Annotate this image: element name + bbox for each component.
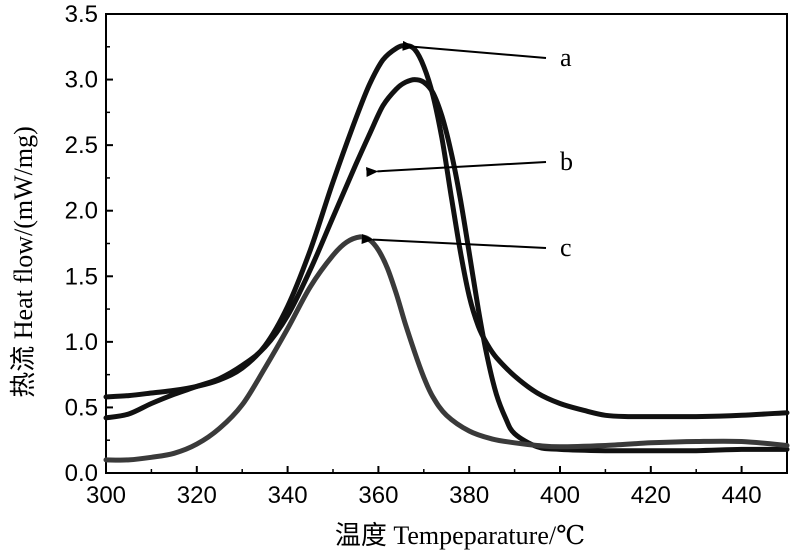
y-tick-label-1: 0.5 [65, 394, 98, 421]
x-axis-title: 温度 Tempeparature/℃ [335, 521, 585, 550]
annotation-arrow-a [402, 40, 547, 59]
x-tick-label-1: 320 [177, 482, 217, 509]
y-tick-label-6: 3.0 [65, 67, 98, 94]
annotations-layer: a b c [361, 40, 573, 262]
y-tick-label-7: 3.5 [65, 1, 98, 28]
annotation-arrow-c [361, 234, 547, 249]
y-axis-title: 热流 Heat flow/(mW/mg) [9, 126, 38, 398]
series-line-c [103, 234, 790, 463]
series-label-b: b [560, 147, 573, 176]
x-tick-label-5: 400 [540, 482, 580, 509]
series-label-c: c [560, 233, 572, 262]
series-label-a: a [560, 43, 572, 72]
x-tick-label-7: 440 [722, 482, 762, 509]
x-tick-label-0: 300 [86, 482, 126, 509]
x-tick-label-6: 420 [631, 482, 671, 509]
y-tick-label-5: 2.5 [65, 132, 98, 159]
x-tick-label-2: 340 [268, 482, 308, 509]
x-tick-label-4: 380 [449, 482, 489, 509]
y-tick-label-3: 1.5 [65, 263, 98, 290]
x-tick-label-3: 360 [358, 482, 398, 509]
annotation-arrow-b [366, 161, 547, 177]
y-tick-label-0: 0.0 [65, 460, 98, 487]
axes-group: 300 320 340 360 380 400 420 440 0.0 0.5 1.0 1.5 2.0 2… [65, 1, 788, 509]
series-layer [103, 42, 790, 463]
y-tick-label-2: 1.0 [65, 329, 98, 356]
y-tick-label-4: 2.0 [65, 198, 98, 225]
